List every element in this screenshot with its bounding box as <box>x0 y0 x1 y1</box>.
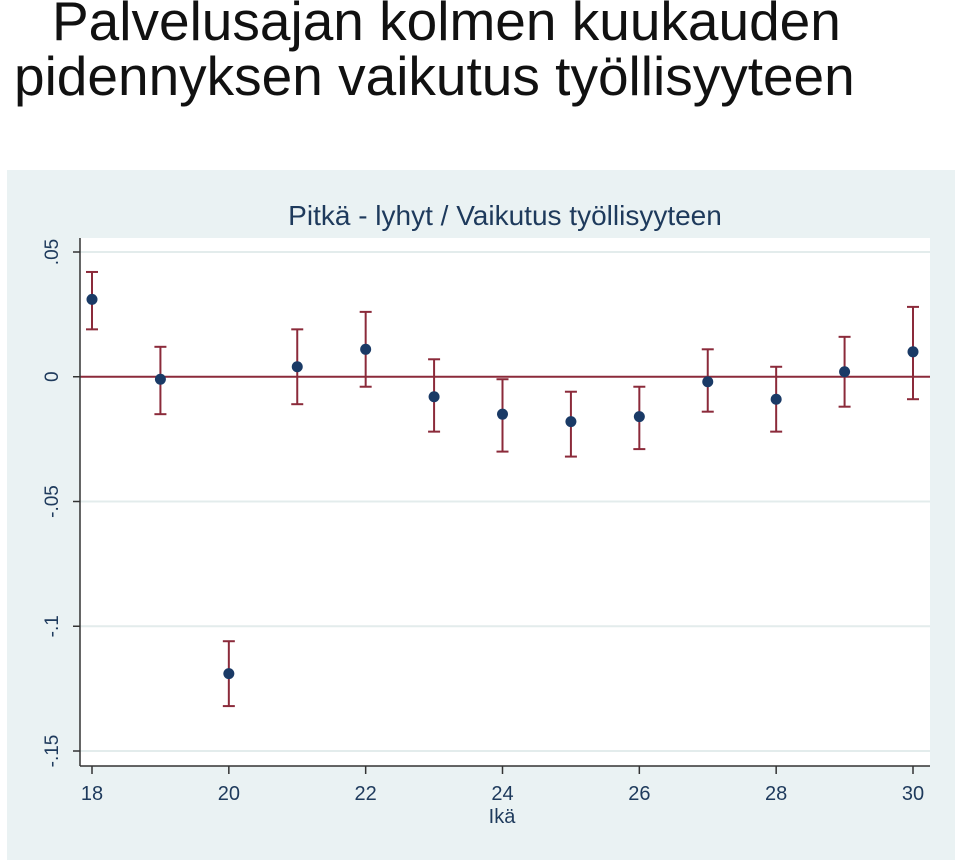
data-point <box>223 668 235 680</box>
data-point <box>291 361 303 373</box>
data-point <box>565 416 577 428</box>
data-point <box>86 293 98 305</box>
axes: -.15 -.1 -.05 0 .05 18 20 22 24 26 28 30 <box>42 238 930 805</box>
data-point <box>839 366 851 378</box>
slide-title-line-2: pidennyksen vaikutus työllisyyteen <box>14 45 855 107</box>
x-tick-label: 26 <box>628 783 650 805</box>
x-tick-label: 22 <box>355 783 377 805</box>
scatter-chart: Pitkä - lyhyt / Vaikutus työllisyyteen -… <box>42 200 930 828</box>
x-tick-label: 18 <box>81 783 103 805</box>
chart-title: Pitkä - lyhyt / Vaikutus työllisyyteen <box>288 200 722 231</box>
y-tick-label: -.1 <box>42 615 63 637</box>
data-point <box>770 393 782 405</box>
y-tick-label: .05 <box>42 239 63 265</box>
x-axis-label: Ikä <box>489 806 517 828</box>
data-point <box>633 411 645 423</box>
slide-title: Palvelusajan kolmen kuukauden pidennykse… <box>14 0 954 104</box>
x-tick-label: 30 <box>902 783 924 805</box>
slide-title-line-1: Palvelusajan kolmen kuukauden <box>52 0 841 52</box>
y-tick-label: -.05 <box>42 485 63 518</box>
grid-lines <box>80 251 930 752</box>
x-tick-label: 28 <box>765 783 787 805</box>
x-tick-label: 20 <box>218 783 240 805</box>
chart-frame: Pitkä - lyhyt / Vaikutus työllisyyteen -… <box>7 170 955 860</box>
data-point <box>907 346 919 358</box>
data-point <box>360 343 372 355</box>
data-point <box>428 391 440 403</box>
x-tick-label: 24 <box>491 783 513 805</box>
data-point <box>497 408 508 420</box>
data-point <box>702 376 714 388</box>
estimate-points <box>86 293 919 680</box>
data-point <box>154 373 166 385</box>
y-tick-label: -.15 <box>42 735 63 768</box>
y-tick-label: 0 <box>42 371 63 382</box>
